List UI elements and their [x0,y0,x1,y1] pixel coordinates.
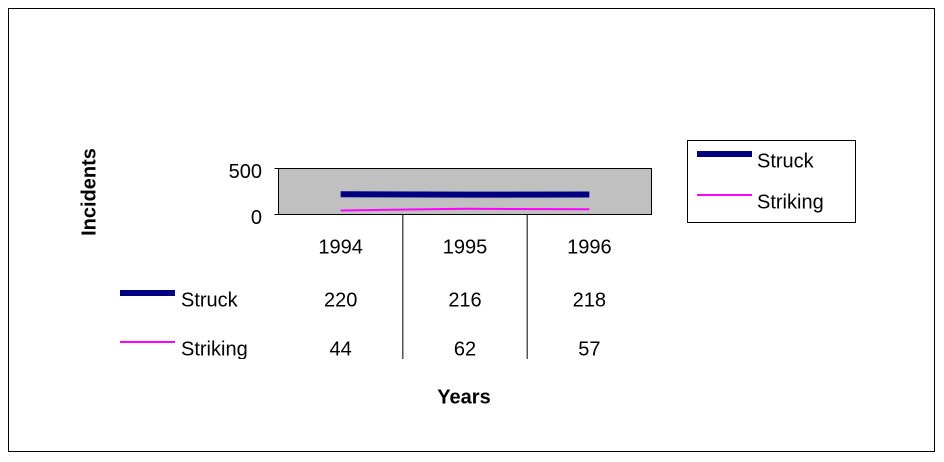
y-axis-title: Incidents [78,148,100,236]
chart-frame [8,8,935,452]
y-tick-label: 0 [251,207,262,229]
table-cell: 62 [454,338,476,360]
x-tick-label: 1996 [567,236,612,258]
legend-label: Struck [757,150,815,172]
x-tick-label: 1994 [318,236,363,258]
plot-area [278,168,652,215]
data-table: 1994 1995 1996 Struck 220 216 218 Striking 44 62 5… [120,214,612,360]
table-cell: 57 [578,338,600,360]
table-cell: 216 [448,289,481,311]
series-line [340,207,590,212]
table-cell: 44 [330,338,352,360]
x-tick-label: 1995 [443,236,488,258]
y-tick-label: 500 [229,161,262,183]
table-cell: 220 [324,289,357,311]
legend-label: Striking [757,191,824,213]
table-row-label: Struck [181,289,239,311]
x-axis-title: Years [437,386,490,408]
table-row-label: Striking [181,338,248,360]
table-cell: 218 [573,289,606,311]
